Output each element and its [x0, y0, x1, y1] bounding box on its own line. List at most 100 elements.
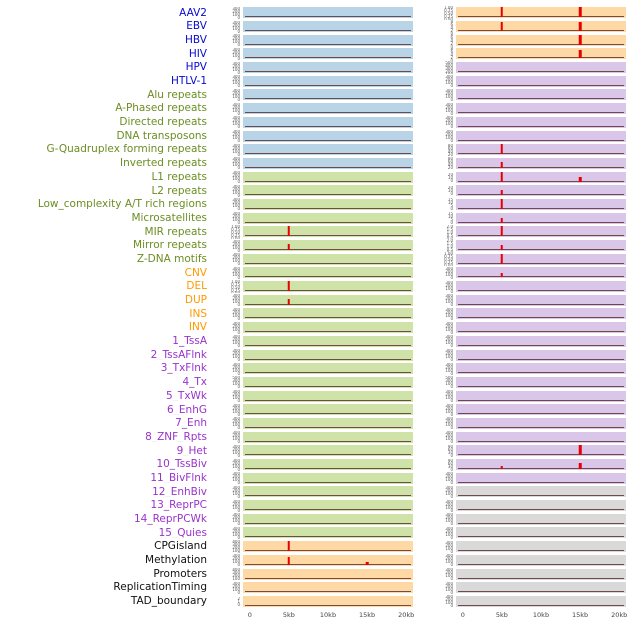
signal-baseline [457, 98, 625, 100]
signal-peak [500, 226, 504, 237]
signal-peak [578, 21, 582, 32]
signal-baseline [244, 426, 412, 428]
right-signal-panel [456, 130, 626, 142]
x-tick-label: 10kb [532, 611, 550, 620]
signal-baseline [244, 372, 412, 374]
track-label: 8_ZNF_Rpts [145, 431, 207, 443]
track-row: 9_Het 300 200 100 0 90 60 30 0 [0, 444, 630, 458]
track-label: HTLV-1 [170, 76, 207, 87]
right-y-axis-ticks: 500 300 100 0 [445, 376, 453, 389]
signal-baseline [457, 153, 625, 155]
left-y-axis-ticks: 300 200 100 0 [232, 499, 240, 512]
right-signal-panel [456, 322, 626, 334]
right-y-axis-ticks: 300 200 100 0 [445, 75, 453, 88]
track-label: EBV [186, 21, 207, 32]
signal-baseline [457, 180, 625, 182]
track-row: 6_EnhG 300 200 100 0 300 200 100 0 [0, 403, 630, 417]
right-signal-panel [456, 75, 626, 87]
column-gap [413, 170, 425, 184]
right-signal-panel [456, 417, 626, 429]
left-signal-panel [243, 294, 413, 306]
left-signal-panel [243, 240, 413, 252]
signal-peak [500, 199, 504, 209]
track-row: HTLV-1 300 200 100 0 300 200 100 0 [0, 74, 630, 88]
signal-baseline [457, 331, 625, 333]
track-label: 14_ReprPCWk [133, 514, 207, 525]
right-y-axis-ticks: 300 200 100 0 [445, 102, 453, 115]
track-row: 13_ReprPC 300 200 100 0 300 200 100 0 [0, 499, 630, 513]
right-signal-panel [456, 89, 626, 101]
signal-baseline [244, 98, 412, 100]
right-signal-panel [456, 171, 626, 183]
column-gap [413, 102, 425, 116]
track-row: Mirror repeats 300 200 100 0 2.0 1.5 1.0… [0, 239, 630, 253]
track-label: Mirror repeats [133, 240, 207, 251]
track-list: AAV2 300 200 100 0 1.00 0.75 0.50 0.25 0… [0, 6, 630, 608]
left-signal-panel [243, 89, 413, 101]
signal-baseline [244, 481, 412, 483]
x-tick-label: 5kb [495, 611, 508, 620]
signal-baseline [244, 153, 412, 155]
left-signal-panel [243, 34, 413, 46]
track-row: 7_Enh 300 200 100 0 300 200 100 0 [0, 417, 630, 431]
axis-spacer [413, 608, 425, 624]
track-row: 8_ZNF_Rpts 300 200 100 0 300 200 100 0 [0, 430, 630, 444]
right-y-axis-ticks: 300 200 100 0 [445, 568, 453, 581]
left-signal-panel [243, 568, 413, 580]
signal-peak [287, 226, 291, 237]
left-y-axis-ticks: 300 200 100 0 [232, 513, 240, 526]
track-label: 4_Tx [182, 377, 207, 388]
signal-baseline [457, 221, 625, 223]
column-gap [413, 458, 425, 472]
track-row: 1_TssA 300 200 100 0 300 200 100 0 [0, 335, 630, 349]
left-y-axis-ticks: 2 1 0 [237, 596, 240, 606]
left-signal-panel [243, 7, 413, 19]
right-y-axis-ticks: 300 200 100 0 [445, 513, 453, 526]
track-label: DEL [186, 281, 207, 292]
right-y-axis-ticks: 1.00 0.75 0.50 0.25 0.00 [444, 252, 453, 267]
right-signal-panel [456, 568, 626, 580]
signal-baseline [457, 249, 625, 251]
column-gap [413, 348, 425, 362]
right-y-axis-ticks: 300 200 100 0 [445, 526, 453, 539]
left-y-axis-ticks: 300 200 100 0 [232, 526, 240, 539]
signal-baseline [457, 413, 625, 415]
track-row: L1 repeats 300 200 100 0 20 10 0 [0, 170, 630, 184]
signal-peak [287, 244, 291, 251]
track-label: CNV [184, 267, 207, 279]
column-gap [413, 362, 425, 376]
right-y-axis-ticks: 300 200 100 0 [445, 403, 453, 416]
left-signal-panel [243, 390, 413, 402]
signal-peak [287, 281, 291, 292]
right-y-axis-ticks: 300 200 100 0 [445, 349, 453, 362]
left-signal-panel [243, 281, 413, 293]
signal-baseline [457, 194, 625, 196]
track-row: 4_Tx 500 300 100 0 500 300 100 0 [0, 376, 630, 390]
right-signal-panel [456, 212, 626, 224]
left-y-axis-ticks: 300 200 100 0 [232, 349, 240, 362]
left-y-axis-ticks: 300 200 100 0 [232, 417, 240, 430]
left-y-axis-ticks: 300 200 100 0 [232, 61, 240, 74]
right-signal-panel [456, 541, 626, 553]
x-axis-left: 0 5kb 10kb 15kb 20kb [243, 608, 415, 624]
left-signal-panel [243, 335, 413, 347]
left-signal-panel [243, 185, 413, 197]
right-y-axis-ticks: 1.00 0.75 0.50 0.25 0.00 [444, 6, 453, 20]
column-gap [413, 88, 425, 102]
left-y-axis-ticks: 300 200 100 0 [232, 266, 240, 279]
track-row: AAV2 300 200 100 0 1.00 0.75 0.50 0.25 0… [0, 6, 630, 20]
left-y-axis-ticks: 300 200 100 0 [232, 171, 240, 184]
left-signal-panel [243, 157, 413, 169]
left-y-axis-ticks: 300 200 100 0 [232, 143, 240, 156]
column-gap [413, 540, 425, 554]
track-row: Z-DNA motifs 300 200 100 0 1.00 0.75 0.5… [0, 252, 630, 266]
column-gap [413, 198, 425, 212]
left-y-axis-ticks: 1.00 0.75 0.50 0.25 0.00 [231, 225, 240, 239]
signal-baseline [244, 454, 412, 456]
right-y-axis-ticks: 300 200 100 0 [445, 280, 453, 293]
left-signal-panel [243, 267, 413, 279]
right-signal-panel [456, 62, 626, 74]
signal-baseline [457, 166, 625, 168]
track-row: MIR repeats 1.00 0.75 0.50 0.25 0.00 2.0… [0, 225, 630, 239]
